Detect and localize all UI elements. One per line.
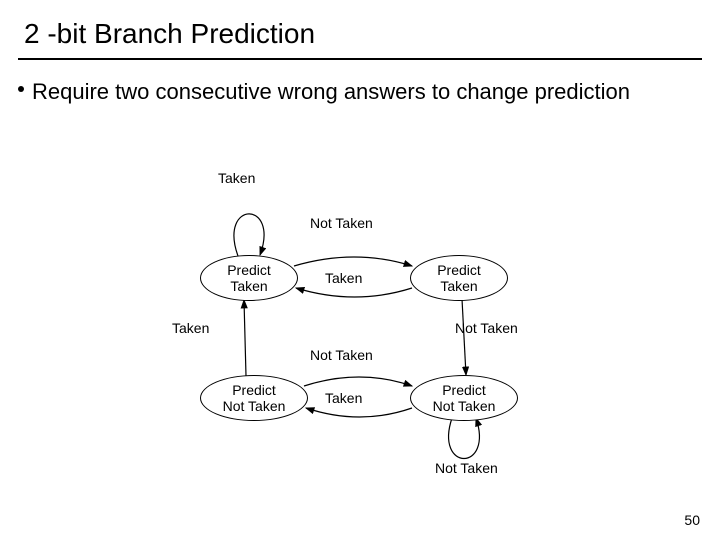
state-predict-taken-weak: Predict Taken (410, 255, 508, 301)
label-top-not-taken: Not Taken (310, 215, 373, 231)
state-predict-not-taken-weak: Predict Not Taken (200, 375, 308, 421)
label-mid-not-taken: Not Taken (310, 347, 373, 363)
state-predict-taken-strong: Predict Taken (200, 255, 298, 301)
node-line1: Predict (442, 382, 486, 398)
label-self-not-taken-bot: Not Taken (435, 460, 498, 476)
node-line2: Not Taken (223, 398, 286, 414)
label-right-not-taken: Not Taken (455, 320, 518, 336)
node-line1: Predict (437, 262, 481, 278)
state-diagram: Predict Taken Predict Taken Predict Not … (0, 0, 720, 540)
node-line1: Predict (227, 262, 271, 278)
node-line2: Taken (440, 278, 477, 294)
state-predict-not-taken-strong: Predict Not Taken (410, 375, 518, 421)
label-bot-taken: Taken (325, 390, 362, 406)
page-number: 50 (684, 512, 700, 528)
node-line1: Predict (232, 382, 276, 398)
label-self-taken-top: Taken (218, 170, 255, 186)
node-line2: Taken (230, 278, 267, 294)
node-line2: Not Taken (433, 398, 496, 414)
label-left-taken: Taken (172, 320, 209, 336)
label-top-taken: Taken (325, 270, 362, 286)
